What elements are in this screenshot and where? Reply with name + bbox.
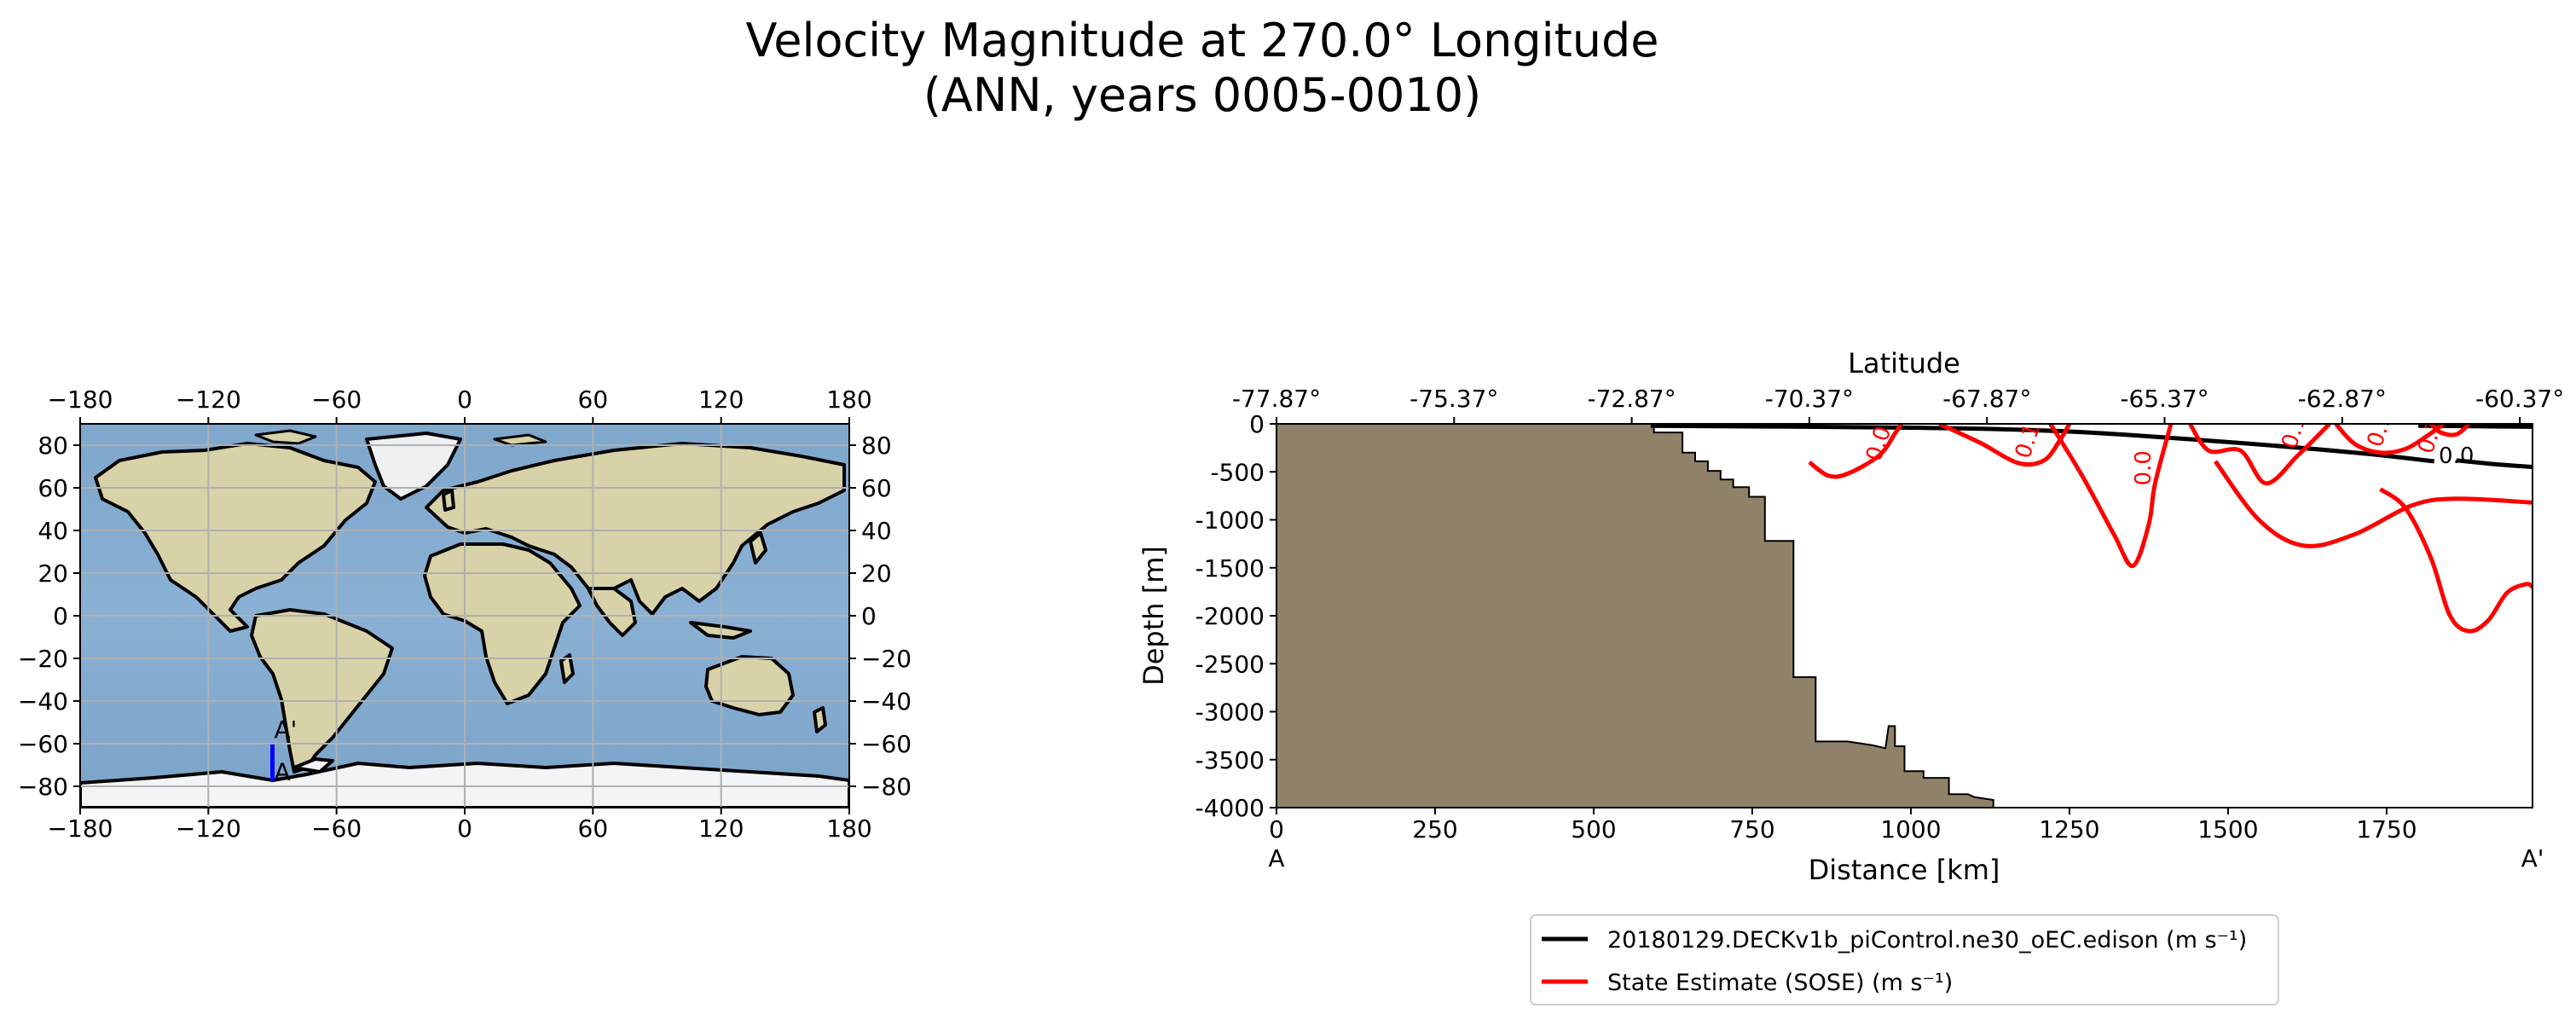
transect-start-label: A xyxy=(275,758,291,786)
legend-entry-model: 20180129.DECKv1b_piControl.ne30_oEC.edis… xyxy=(1607,927,2247,953)
x-tick-label: 250 xyxy=(1412,815,1457,843)
legend-box xyxy=(1530,914,2279,1006)
island-uk xyxy=(442,489,455,512)
island-japan xyxy=(749,531,767,565)
contour-label-series-0-0: 0.0 xyxy=(2439,443,2474,469)
latitude-tick-label: -75.37° xyxy=(1410,385,1498,413)
secondary-x-axis-label: Latitude xyxy=(1848,347,1960,380)
map-lat-tick-label-right: 0 xyxy=(861,602,877,630)
region-south-asia xyxy=(587,587,637,637)
latitude-tick-label: -77.87° xyxy=(1232,385,1321,413)
map-lon-tick-label-top: 180 xyxy=(826,385,871,414)
map-lat-tick-label-left: −20 xyxy=(18,645,68,673)
map-lon-tick-label-top: −180 xyxy=(48,385,113,414)
map-lat-tick-label-left: −80 xyxy=(18,773,68,801)
map-lon-tick-label-top: −60 xyxy=(311,385,362,414)
map-lat-tick-label-right: 20 xyxy=(861,559,892,588)
x-end-label: A' xyxy=(2521,844,2544,872)
contour-series-1-line-7 xyxy=(2378,487,2533,634)
y-tick-label: 0 xyxy=(1249,410,1265,438)
x-tick-label: 1000 xyxy=(1880,815,1941,843)
map-lon-tick-label-bottom: −60 xyxy=(311,814,362,843)
x-tick-label: 1250 xyxy=(2039,815,2099,843)
x-tick-label: 500 xyxy=(1571,815,1616,843)
arctic-islands xyxy=(254,429,547,447)
y-tick-label: -1000 xyxy=(1195,507,1265,535)
map-lon-tick-label-bottom: 60 xyxy=(578,814,609,843)
map-lat-tick-label-left: 60 xyxy=(38,474,68,502)
x-tick-label: 1750 xyxy=(2356,815,2417,843)
y-tick-label: -2500 xyxy=(1195,650,1265,678)
latitude-tick-label: -62.87° xyxy=(2298,385,2387,413)
continent-greenland xyxy=(365,432,462,501)
latitude-tick-label: -72.87° xyxy=(1587,385,1676,413)
map-lat-tick-label-left: −40 xyxy=(18,687,68,716)
y-axis-label: Depth [m] xyxy=(1137,546,1170,686)
x-tick-label: 1500 xyxy=(2197,815,2258,843)
x-axis-label: Distance [km] xyxy=(1809,854,2000,886)
map-lat-tick-label-right: 80 xyxy=(861,432,892,460)
chart-title-line1: Velocity Magnitude at 270.0° Longitude xyxy=(745,14,1658,67)
map-lat-tick-label-left: 40 xyxy=(38,517,68,545)
contour-series-1-line-6 xyxy=(2213,460,2533,548)
x-tick-label: 750 xyxy=(1729,815,1774,843)
map-lat-tick-label-right: 40 xyxy=(861,517,892,545)
map-axis-ticks: −180 −180 −120 −120 −60 −60 0 0 60 60 120 120 180 180… xyxy=(18,385,912,843)
island-new-zealand xyxy=(813,706,827,733)
legend-entry-sose: State Estimate (SOSE) (m s⁻¹) xyxy=(1607,970,1953,996)
island-madagascar xyxy=(559,653,575,684)
latitude-tick-label: -67.87° xyxy=(1942,385,2031,413)
map-gridlines xyxy=(80,424,849,808)
contour-series-0-line-0 xyxy=(1650,424,2434,464)
contour-series-1-line-5 xyxy=(2429,424,2471,438)
contour-series-1-line-4 xyxy=(2334,424,2446,455)
legend: 20180129.DECKv1b_piControl.ne30_oEC.edis… xyxy=(1530,914,2279,1006)
y-tick-label: -3500 xyxy=(1195,746,1265,774)
y-tick-label: -1500 xyxy=(1195,554,1265,582)
y-tick-label: -500 xyxy=(1210,458,1265,486)
contour-lines: 0.00.0 0.10.00.1 0.1 0.1 xyxy=(1650,424,2533,634)
map-lat-tick-label-left: 20 xyxy=(38,559,68,588)
continent-eurasia xyxy=(425,442,846,616)
chart-title-line2: (ANN, years 0005-0010) xyxy=(923,68,1481,122)
latitude-tick-label: -65.37° xyxy=(2120,385,2208,413)
map-lon-tick-label-top: 60 xyxy=(578,385,609,414)
y-tick-label: -4000 xyxy=(1195,794,1265,822)
antarctic-peninsula xyxy=(292,757,334,774)
map-panel: A A' −180 −180 −120 −120 −60 −60 0 0 60 60 120 120 1… xyxy=(18,385,912,843)
continent-south-america xyxy=(250,608,394,774)
latitude-tick-label: -70.37° xyxy=(1765,385,1854,413)
map-lon-tick-label-bottom: 120 xyxy=(698,814,744,843)
map-lat-tick-label-right: −20 xyxy=(861,645,912,673)
section-panel: 0.00.0 0.10.00.1 0.1 0.1 0 250 500 750 1000 1250… xyxy=(1137,347,2564,886)
seafloor-bathymetry xyxy=(1276,424,1994,808)
contour-series-1-line-0 xyxy=(1808,424,1903,479)
map-lat-tick-label-left: −60 xyxy=(18,730,68,758)
map-lon-tick-label-bottom: −120 xyxy=(176,814,241,843)
contour-label-series-1-2: 0.0 xyxy=(2131,450,2156,485)
map-lat-tick-label-right: 60 xyxy=(861,474,892,502)
x-start-label: A xyxy=(1268,844,1284,872)
map-lon-tick-label-bottom: −180 xyxy=(48,814,113,843)
contour-series-1-line-3 xyxy=(2188,424,2331,486)
contour-series-0-line-1 xyxy=(2456,458,2533,470)
map-lon-tick-label-top: −120 xyxy=(176,385,241,414)
transect-end-label: A' xyxy=(275,716,298,744)
map-lat-tick-label-right: −80 xyxy=(861,773,912,801)
map-lat-tick-label-right: −60 xyxy=(861,730,912,758)
y-tick-label: -3000 xyxy=(1195,698,1265,727)
map-lat-tick-label-right: −40 xyxy=(861,687,912,716)
map-lon-tick-label-bottom: 0 xyxy=(457,814,472,843)
map-lon-tick-label-top: 0 xyxy=(457,385,472,414)
map-lat-tick-label-left: 80 xyxy=(38,432,68,460)
x-tick-label: 0 xyxy=(1269,815,1284,843)
section-axis-ticks: 0 250 500 750 1000 1250 1500 1750 0 -500 -1000 -150… xyxy=(1195,385,2565,843)
map-lon-tick-label-top: 120 xyxy=(698,385,744,414)
y-tick-label: -2000 xyxy=(1195,602,1265,630)
map-lat-tick-label-left: 0 xyxy=(53,602,68,630)
map-lon-tick-label-bottom: 180 xyxy=(826,814,871,843)
contour-series-1-line-2 xyxy=(2048,424,2174,568)
latitude-tick-label: -60.37° xyxy=(2475,385,2564,413)
